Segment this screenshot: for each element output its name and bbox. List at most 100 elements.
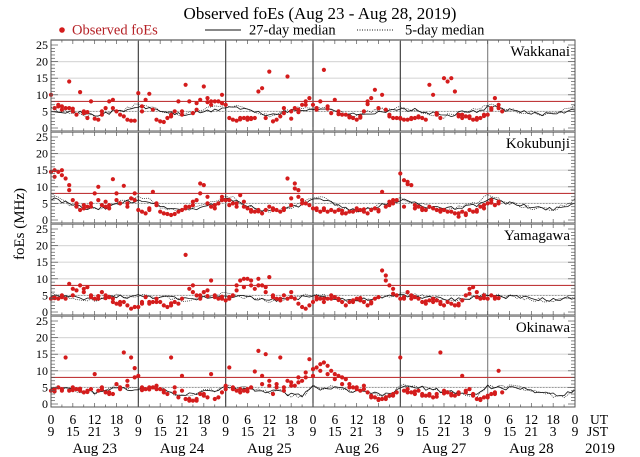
- observed-point: [452, 211, 457, 216]
- observed-point: [110, 296, 115, 301]
- x-tick-label-ut: 0: [397, 412, 404, 427]
- observed-point: [478, 204, 483, 209]
- observed-point: [81, 390, 86, 395]
- observed-point: [74, 288, 79, 293]
- observed-point: [114, 109, 119, 114]
- observed-point: [70, 293, 75, 298]
- observed-point: [401, 117, 407, 122]
- observed-point: [56, 169, 61, 174]
- observed-point: [310, 206, 316, 211]
- observed-point: [209, 278, 214, 283]
- observed-point: [376, 209, 381, 214]
- observed-point: [70, 388, 75, 393]
- observed-point: [340, 375, 345, 380]
- observed-point: [369, 301, 374, 306]
- observed-point: [460, 115, 465, 121]
- observed-point: [314, 206, 319, 211]
- observed-point: [289, 380, 294, 385]
- observed-point: [56, 296, 61, 301]
- x-tick-label-jst: 3: [200, 424, 207, 439]
- observed-point: [431, 92, 436, 97]
- observed-point: [85, 389, 90, 395]
- panel-yamagawa: 0 5 10 15 20 25 Yamagawa: [36, 222, 576, 319]
- observed-point: [263, 285, 268, 290]
- observed-point: [205, 96, 210, 101]
- observed-point: [307, 357, 312, 362]
- observed-point: [114, 191, 119, 196]
- observed-point: [343, 211, 348, 216]
- observed-point: [361, 387, 366, 392]
- observed-point: [201, 391, 206, 397]
- observed-point: [427, 298, 432, 303]
- observed-point: [176, 301, 181, 306]
- observed-point: [194, 107, 199, 112]
- observed-point: [234, 283, 239, 288]
- observed-point: [176, 395, 181, 400]
- observed-point: [296, 110, 301, 115]
- observed-point: [172, 109, 177, 114]
- observed-point: [489, 293, 494, 298]
- observed-point: [125, 117, 130, 122]
- observed-point: [190, 290, 195, 295]
- observed-point: [489, 200, 494, 205]
- observed-point: [81, 286, 86, 291]
- observed-point: [289, 116, 294, 121]
- observed-point: [467, 207, 472, 213]
- observed-point: [318, 296, 323, 301]
- x-tick-label-jst: 9: [484, 424, 491, 439]
- observed-point: [467, 286, 472, 291]
- observed-point: [52, 389, 57, 394]
- observed-point: [110, 177, 115, 182]
- observed-point: [194, 198, 199, 203]
- observed-point: [492, 96, 497, 101]
- observed-point: [372, 87, 377, 92]
- observed-point: [238, 387, 243, 392]
- observed-point: [187, 286, 192, 291]
- date-label: Aug 23: [72, 441, 117, 457]
- observed-point: [401, 296, 407, 301]
- y-tick-label: 20: [36, 55, 48, 69]
- observed-point: [139, 299, 145, 305]
- observed-point: [281, 206, 286, 211]
- observed-point: [289, 295, 294, 300]
- observed-point: [420, 299, 425, 305]
- observed-point: [179, 388, 185, 393]
- observed-point: [401, 178, 407, 183]
- observed-point: [147, 91, 152, 96]
- observed-point: [274, 117, 279, 122]
- observed-point: [383, 107, 388, 112]
- observed-point: [198, 191, 203, 196]
- observed-point: [274, 385, 279, 390]
- observed-point: [103, 204, 108, 209]
- observed-point: [241, 276, 246, 281]
- observed-point: [154, 383, 159, 388]
- y-tick-label: 15: [36, 255, 48, 269]
- observed-point: [241, 204, 246, 209]
- x-tick-label-ut: 12: [525, 412, 539, 427]
- observed-point: [56, 385, 61, 390]
- observed-point: [147, 207, 152, 213]
- observed-point: [321, 299, 326, 305]
- panel-kokubunji: 0 5 10 15 20 25 Kokubunji: [36, 130, 576, 227]
- observed-point: [74, 204, 79, 209]
- observed-point: [332, 372, 337, 377]
- observed-point: [88, 204, 94, 209]
- station-label: Wakkanai: [510, 44, 570, 60]
- observed-point: [198, 391, 203, 397]
- observed-point: [245, 206, 250, 211]
- x-tick-label-jst: 15: [415, 424, 429, 439]
- observed-point: [249, 116, 254, 122]
- observed-point: [78, 386, 83, 391]
- observed-point: [136, 304, 141, 310]
- observed-point: [201, 183, 206, 188]
- observed-point: [434, 112, 439, 117]
- legend-observed-label: Observed foEs: [72, 23, 158, 39]
- observed-point: [340, 299, 345, 305]
- observed-point: [412, 115, 417, 121]
- observed-point: [481, 203, 487, 208]
- observed-point: [219, 294, 225, 299]
- observed-point: [227, 296, 232, 301]
- observed-point: [216, 201, 221, 206]
- x-tick-label-ut: 12: [175, 412, 189, 427]
- median5-line: [50, 193, 576, 213]
